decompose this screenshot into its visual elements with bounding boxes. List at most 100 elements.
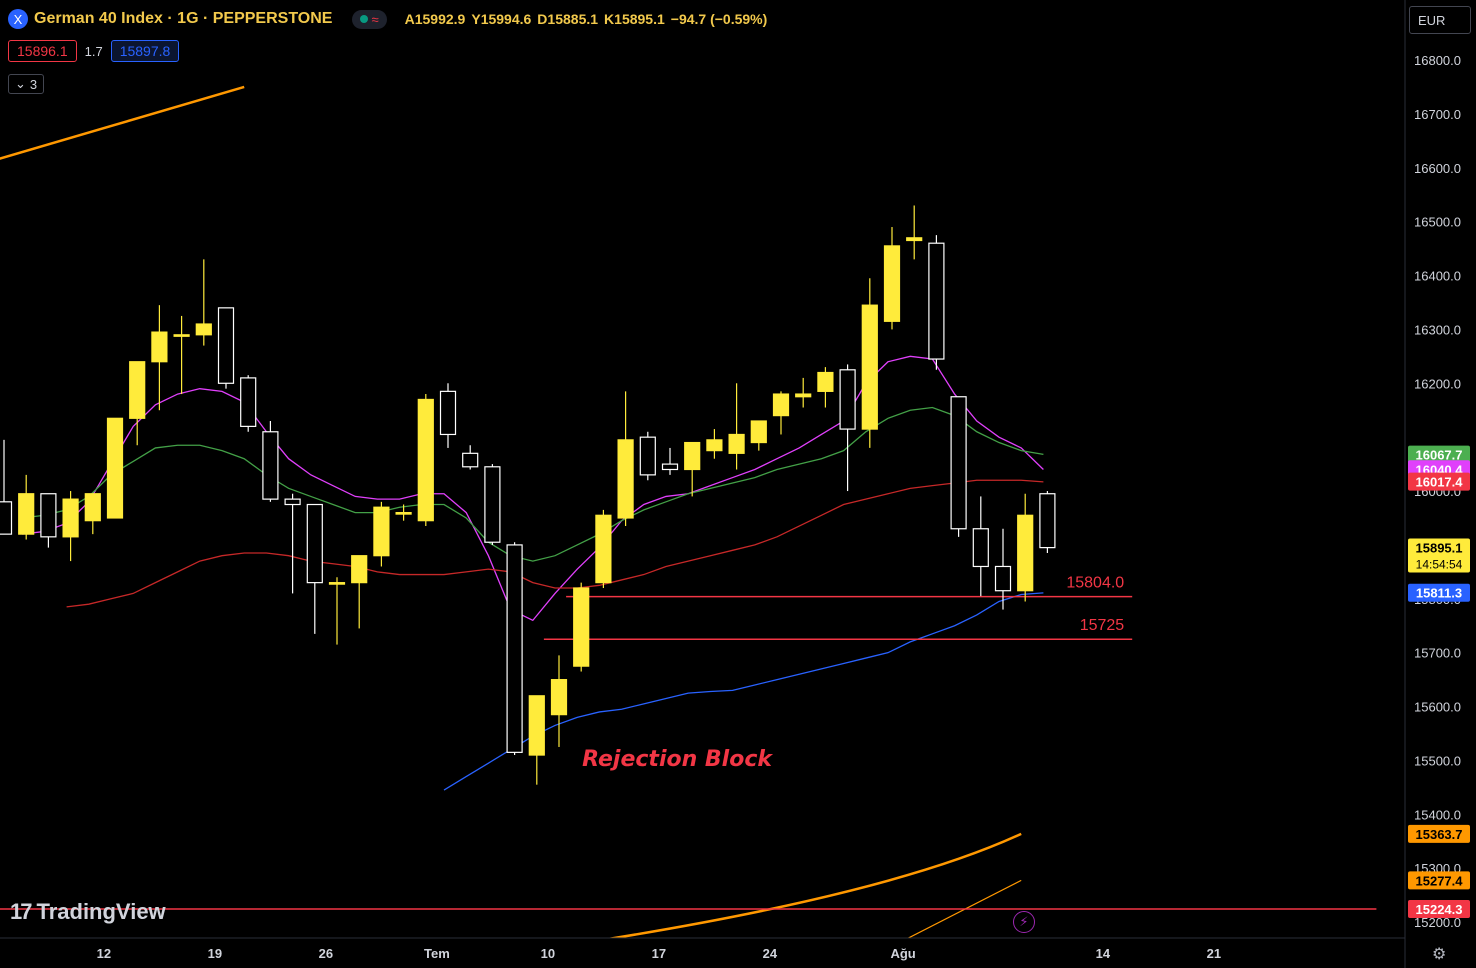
price-label: 15363.7	[1408, 824, 1470, 843]
time-tick-label: 26	[319, 946, 333, 961]
candle	[395, 504, 412, 521]
candle-body	[950, 396, 967, 530]
time-tick-label: 24	[763, 946, 778, 961]
moving-average-line	[66, 479, 1044, 608]
candle-body	[106, 417, 124, 519]
price-tick-label: 15200.0	[1414, 915, 1461, 930]
candle-body	[195, 323, 212, 336]
price-tick-label: 16400.0	[1414, 269, 1461, 284]
sell-button[interactable]: 15896.1	[8, 40, 77, 62]
trend-line	[606, 832, 1022, 938]
candle	[439, 383, 457, 448]
watermark-text: TradingView	[36, 899, 166, 924]
candle-body	[484, 466, 501, 543]
chart-header: X German 40 Index · 1G · PEPPERSTONE ≈ A…	[8, 8, 767, 30]
change-value: −94.7 (−0.59%)	[670, 11, 768, 27]
candle-body	[661, 463, 679, 471]
market-status[interactable]: ≈	[352, 9, 387, 29]
candle	[617, 391, 634, 527]
plot-area: 15804.0 15725 Rejection Block	[0, 85, 1133, 938]
time-tick-label: 21	[1207, 946, 1221, 961]
candle-body	[817, 371, 834, 392]
time-tick-label: 19	[208, 946, 222, 961]
bid-ask-panel: 15896.1 1.7 15897.8	[8, 40, 180, 62]
tradingview-watermark[interactable]: 17 TradingView	[10, 899, 166, 925]
price-tick-label: 16600.0	[1414, 161, 1461, 176]
status-wave-icon: ≈	[371, 11, 379, 27]
price-label-text: 15895.1	[1416, 541, 1463, 556]
candle-body	[994, 565, 1012, 592]
candle	[639, 431, 656, 481]
candle-body	[972, 528, 989, 568]
price-label: 16067.7	[1408, 445, 1470, 464]
moving-average-line	[22, 355, 1044, 622]
price-tick-label: 15400.0	[1414, 807, 1461, 822]
price-label-box	[1408, 583, 1470, 602]
symbol-title[interactable]: German 40 Index · 1G · PEPPERSTONE	[34, 10, 333, 27]
candle-body	[595, 514, 612, 584]
currency-selector[interactable]: EUR	[1409, 6, 1471, 34]
candle	[928, 235, 945, 370]
settings-gear-icon[interactable]: ⚙	[1432, 946, 1447, 963]
time-tick-label: Ağu	[890, 946, 915, 961]
indicators-toggle-button[interactable]: ⌄ 3	[8, 74, 45, 94]
price-tick-label: 15500.0	[1414, 753, 1461, 768]
candle-body	[772, 393, 790, 417]
candle	[883, 227, 901, 330]
candle	[506, 542, 523, 756]
candle-body	[262, 431, 279, 500]
candle-body	[351, 555, 368, 584]
candle	[1039, 491, 1056, 554]
candle-body	[883, 245, 901, 322]
level-label: 15725	[1080, 617, 1125, 634]
close-label: K	[604, 11, 615, 27]
candle-body	[706, 439, 723, 452]
candle	[306, 503, 323, 634]
candle-body	[528, 695, 545, 756]
candle	[106, 417, 124, 519]
annotation-text: Rejection Block	[582, 747, 773, 772]
candle-body	[861, 304, 878, 430]
candle	[750, 420, 767, 451]
price-label: 15811.3	[1408, 583, 1470, 602]
high-label: Y	[471, 11, 481, 27]
price-label-text: 16017.4	[1416, 475, 1464, 490]
candle	[129, 361, 146, 446]
candle-body	[617, 439, 634, 519]
candle-body	[373, 506, 390, 557]
candle-body	[573, 587, 590, 667]
candle-body	[395, 511, 412, 515]
price-tick-label: 16300.0	[1414, 322, 1461, 337]
candle	[0, 439, 13, 535]
spread-value: 1.7	[84, 43, 103, 59]
buy-button[interactable]: 15897.8	[110, 40, 180, 62]
candle-body	[506, 544, 523, 753]
candle	[195, 259, 212, 346]
candle-body	[217, 307, 235, 384]
low-value: 15885.1	[547, 11, 599, 27]
candle	[684, 441, 701, 497]
candle-body	[906, 237, 923, 242]
candle-body	[129, 361, 146, 419]
candle-body	[439, 390, 457, 436]
price-label-box	[1408, 899, 1470, 918]
symbol-icon[interactable]: X	[8, 9, 28, 29]
candle-body	[328, 582, 346, 585]
candle-body	[550, 679, 568, 716]
open-label: A	[404, 11, 415, 27]
candle-body	[306, 503, 323, 584]
indicators-count: 3	[29, 76, 38, 92]
level-label: 15804.0	[1066, 575, 1124, 592]
candle	[417, 394, 434, 527]
candle-body	[684, 441, 701, 471]
candle	[328, 577, 346, 645]
price-label-box	[1408, 472, 1470, 491]
candle	[173, 315, 190, 395]
price-tick-label: 16800.0	[1414, 53, 1461, 68]
candle	[795, 377, 812, 408]
candle	[839, 364, 856, 492]
trend-line	[0, 85, 245, 160]
price-label-text: 15224.3	[1416, 902, 1463, 917]
flash-icon[interactable]: ⚡	[1013, 911, 1035, 933]
